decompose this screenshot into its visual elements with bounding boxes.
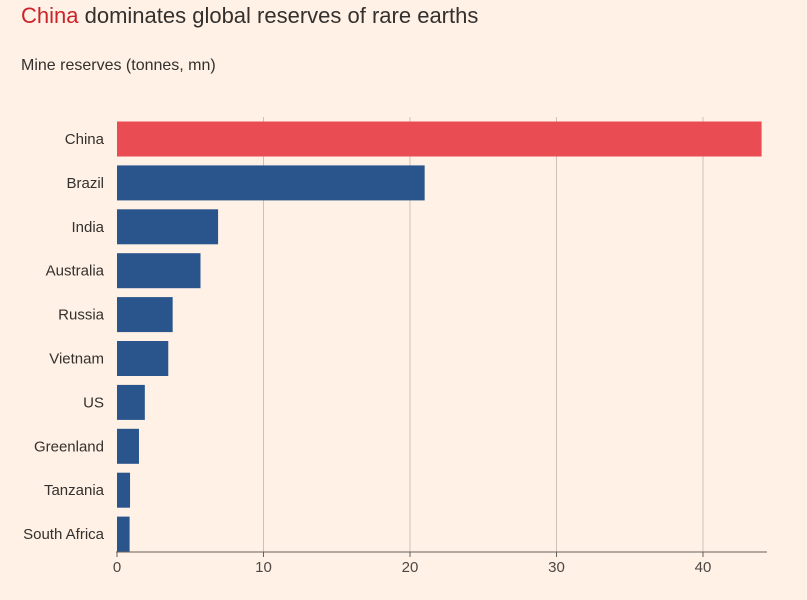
bar-tanzania <box>117 472 131 508</box>
chart-subtitle: Mine reserves (tonnes, mn) <box>21 57 216 74</box>
category-label-tanzania: Tanzania <box>44 482 105 499</box>
bar-south-africa <box>117 516 130 552</box>
chart-title-highlight: China <box>21 3 79 28</box>
category-label-australia: Australia <box>46 263 105 280</box>
bar-brazil <box>117 165 425 201</box>
category-label-south-africa: South Africa <box>23 526 105 543</box>
bar-greenland <box>117 428 139 464</box>
category-label-greenland: Greenland <box>34 438 104 455</box>
bar-vietnam <box>117 341 169 376</box>
category-label-china: China <box>65 131 105 148</box>
bar-australia <box>117 253 201 289</box>
category-label-russia: Russia <box>58 307 105 324</box>
category-label-brazil: Brazil <box>66 175 104 192</box>
x-tick-label-30: 30 <box>548 559 565 576</box>
category-label-india: India <box>71 219 104 236</box>
category-labels: China Brazil India Australia Russia Vietnam US… <box>23 131 105 543</box>
chart-title-rest: dominates global reserves of rare earths <box>78 3 479 28</box>
bar-china <box>117 121 762 157</box>
category-label-us: US <box>83 394 104 411</box>
x-tick-label-40: 40 <box>695 559 712 576</box>
bar-russia <box>117 297 173 333</box>
x-axis: 0 10 20 30 40 <box>113 551 767 576</box>
category-label-vietnam: Vietnam <box>49 351 104 368</box>
bar-us <box>117 384 145 420</box>
bar-india <box>117 209 219 245</box>
x-tick-label-0: 0 <box>113 559 121 576</box>
x-tick-label-10: 10 <box>255 559 272 576</box>
chart-title: China dominates global reserves of rare … <box>21 3 478 29</box>
x-tick-label-20: 20 <box>402 559 419 576</box>
bars <box>117 121 762 552</box>
